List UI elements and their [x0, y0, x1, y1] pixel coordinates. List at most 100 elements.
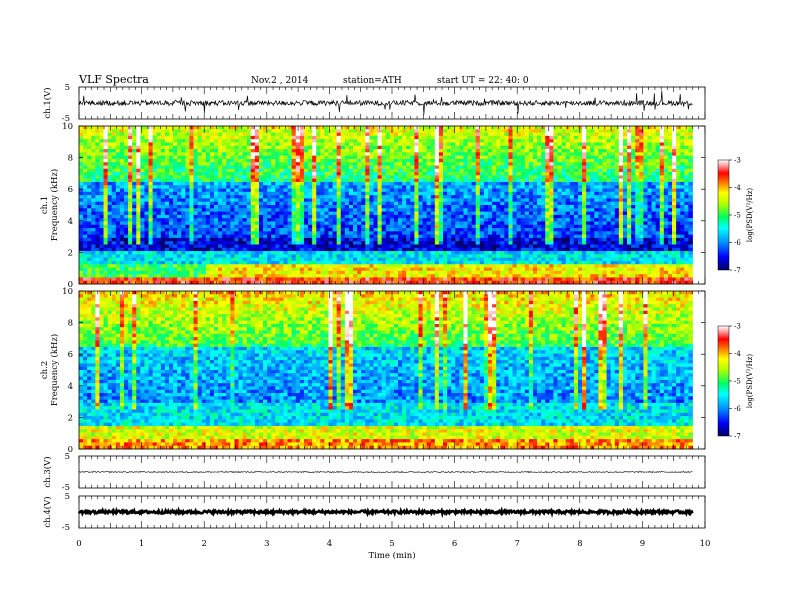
- spec1-cell: [622, 149, 628, 153]
- spec1-cell: [152, 208, 158, 212]
- spec1-cell: [152, 234, 158, 239]
- spec1-cell: [434, 221, 440, 226]
- spec1-cell: [492, 218, 497, 222]
- spec1-cell: [238, 218, 243, 222]
- spec1-cell: [213, 205, 219, 209]
- spec1-cell: [508, 165, 513, 170]
- spec1-cell: [369, 142, 374, 147]
- spec1-cell: [643, 145, 648, 150]
- spec1-cell: [406, 188, 411, 193]
- spec1-cell: [222, 152, 227, 157]
- spec1-cell: [324, 228, 329, 232]
- spec1-cell: [381, 211, 387, 216]
- spec1-cell: [168, 126, 174, 130]
- spec1-cell: [389, 168, 395, 173]
- spec1-cell: [532, 195, 538, 199]
- spec1-cell: [246, 191, 252, 196]
- spec1-cell: [496, 175, 501, 180]
- spec1-cell: [447, 198, 452, 203]
- spec1-cell: [287, 162, 293, 166]
- spec1-cell: [573, 152, 579, 157]
- spec1-cell: [336, 142, 342, 147]
- spec1-cell: [283, 191, 288, 196]
- spec1-cell: [467, 165, 473, 170]
- spec1-cell: [422, 175, 428, 180]
- spec1-cell: [242, 228, 248, 232]
- spec1-cell: [467, 168, 473, 173]
- spec1-cell: [410, 175, 415, 180]
- spec1-cell: [528, 188, 534, 193]
- spec1-cell: [373, 185, 378, 189]
- spec1-cell: [303, 178, 309, 183]
- spec1-cell: [389, 228, 395, 232]
- spec1-cell: [688, 224, 693, 229]
- spec1-cell: [238, 165, 243, 170]
- spec1-cell: [218, 205, 223, 209]
- spec1-cell: [381, 208, 387, 212]
- spec1-cell: [672, 142, 677, 147]
- spec1-cell: [332, 198, 338, 203]
- spec1-cell: [606, 224, 612, 229]
- spec1-cell: [316, 162, 321, 166]
- spec1-cell: [667, 175, 673, 180]
- spec1-cell: [115, 205, 121, 209]
- spec1-cell: [487, 126, 493, 130]
- spec1-cell: [541, 135, 546, 140]
- spec1-cell: [128, 139, 133, 143]
- spec1-cell: [385, 135, 391, 140]
- spec1-cell: [438, 139, 444, 143]
- spec1-cell: [353, 142, 358, 147]
- spec1-cell: [553, 162, 558, 166]
- spec1-cell: [226, 185, 231, 189]
- spec1-cell: [128, 191, 133, 196]
- spec1-cell: [532, 129, 538, 133]
- spec1-cell: [123, 162, 129, 166]
- spec1-cell: [606, 221, 612, 226]
- spec1-cell: [79, 221, 84, 226]
- spec1-cell: [651, 142, 657, 147]
- spec1-cell: [373, 175, 378, 180]
- spec1-cell: [361, 214, 366, 219]
- spec1-cell: [95, 158, 100, 163]
- spec1-cell: [242, 126, 248, 130]
- spec1-cell: [181, 158, 186, 163]
- spec1-cell: [622, 168, 628, 173]
- spec1-cell: [308, 165, 313, 170]
- spec1-cell: [107, 149, 113, 153]
- spec1-cell: [500, 211, 505, 216]
- spec1-cell: [667, 198, 673, 203]
- spec1-cell: [369, 208, 374, 212]
- spec1-cell: [152, 201, 158, 206]
- spec1-cell: [324, 191, 329, 196]
- spec1-cell: [185, 234, 190, 239]
- spec1-cell: [344, 195, 350, 199]
- spec1-cell: [316, 139, 321, 143]
- spec1-cell: [83, 142, 88, 147]
- spec1-cell: [582, 208, 587, 212]
- spec1-cell: [553, 185, 558, 189]
- spec1-cell: [639, 158, 644, 163]
- spec1-cell: [443, 178, 448, 183]
- spec1-cell: [618, 168, 624, 173]
- spec1-cell: [148, 221, 154, 226]
- spec1-cell: [246, 145, 252, 150]
- spec1-cell: [594, 185, 599, 189]
- spec1-cell: [173, 205, 178, 209]
- spec1-cell: [643, 126, 648, 130]
- spec1-cell: [279, 205, 284, 209]
- spec1-cell: [418, 129, 423, 133]
- spec1-cell: [524, 152, 530, 157]
- spec1-cell: [303, 228, 309, 232]
- spec1-cell: [123, 158, 129, 163]
- spec1-cell: [635, 132, 640, 137]
- spec1-cell: [103, 211, 109, 216]
- spec1-cell: [242, 168, 248, 173]
- spec1-cell: [312, 172, 317, 176]
- spec1-cell: [524, 221, 530, 226]
- spec1-cell: [627, 221, 632, 226]
- spec1-cell: [271, 195, 276, 199]
- spec1-cell: [447, 132, 452, 137]
- spec1-cell: [500, 231, 505, 236]
- spec1-cell: [492, 228, 497, 232]
- spec1-cell: [676, 149, 681, 153]
